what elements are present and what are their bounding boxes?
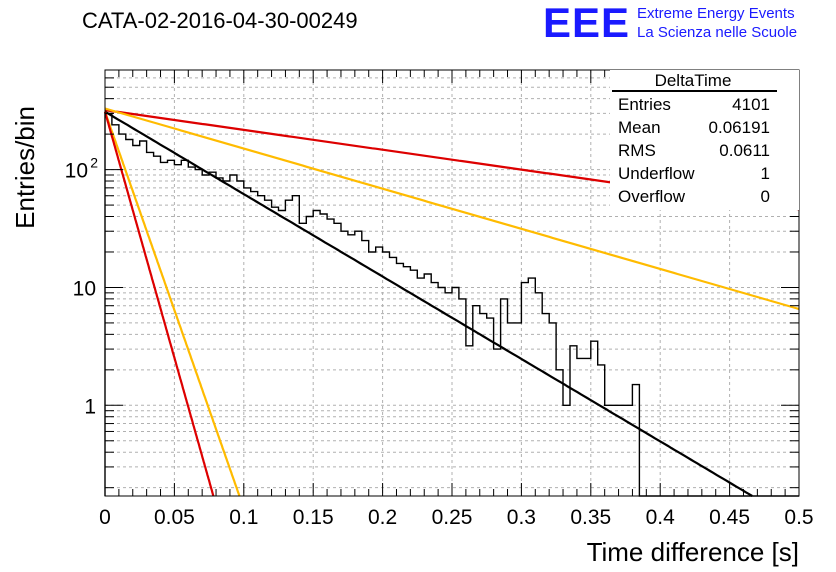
x-tick-label: 0 — [99, 506, 111, 529]
stats-box-bg — [610, 70, 799, 210]
histogram-outline — [104, 112, 799, 497]
y-tick-label: 1 — [84, 395, 96, 418]
fit-curve — [104, 110, 753, 497]
stats-label: Entries — [618, 95, 671, 114]
stats-value: 4101 — [732, 95, 770, 114]
histogram — [104, 112, 799, 497]
x-tick-label: 0.4 — [646, 506, 676, 529]
stats-label: Overflow — [618, 187, 686, 206]
x-tick-label: 0.25 — [432, 506, 473, 529]
y-tick-label: 10 — [65, 160, 88, 183]
logo-caption-line1: Extreme Energy Events — [637, 5, 795, 22]
x-tick-label: 0.15 — [293, 506, 334, 529]
y-tick-label: 10 — [73, 277, 96, 300]
x-tick-label: 0.5 — [784, 506, 813, 529]
stats-box-title: DeltaTime — [655, 71, 732, 90]
stats-value: 0 — [761, 187, 770, 206]
y-axis-label: Entries/bin — [10, 106, 40, 229]
stats-label: RMS — [618, 141, 656, 160]
y-tick-label-exponent: 2 — [90, 155, 98, 171]
x-tick-label: 0.1 — [229, 506, 258, 529]
stats-label: Mean — [618, 118, 661, 137]
fit-curve — [103, 111, 241, 497]
x-tick-label: 0.3 — [507, 506, 536, 529]
stats-box: DeltaTime Entries 4101 Mean 0.06191 RMS 0.061… — [610, 70, 799, 210]
fit-curve — [103, 111, 215, 497]
x-axis-label: Time difference [s] — [587, 537, 799, 567]
stats-value: 1 — [761, 164, 770, 183]
logo-caption-line2: La Scienza nelle Scuole — [637, 24, 798, 41]
stats-label: Underflow — [618, 164, 695, 183]
fit-curve — [104, 107, 800, 311]
logo-caption: Extreme Energy Events La Scienza nelle S… — [637, 4, 797, 42]
stats-value: 0.06191 — [709, 118, 770, 137]
x-tick-label: 0.2 — [368, 506, 397, 529]
x-tick-label: 0.35 — [570, 506, 611, 529]
stats-value: 0.0611 — [719, 141, 770, 160]
x-tick-label: 0.45 — [709, 506, 750, 529]
eee-logo: EEE — [543, 0, 631, 46]
x-tick-label: 0.05 — [154, 506, 195, 529]
chart-title: CATA-02-2016-04-30-00249 — [82, 8, 358, 33]
